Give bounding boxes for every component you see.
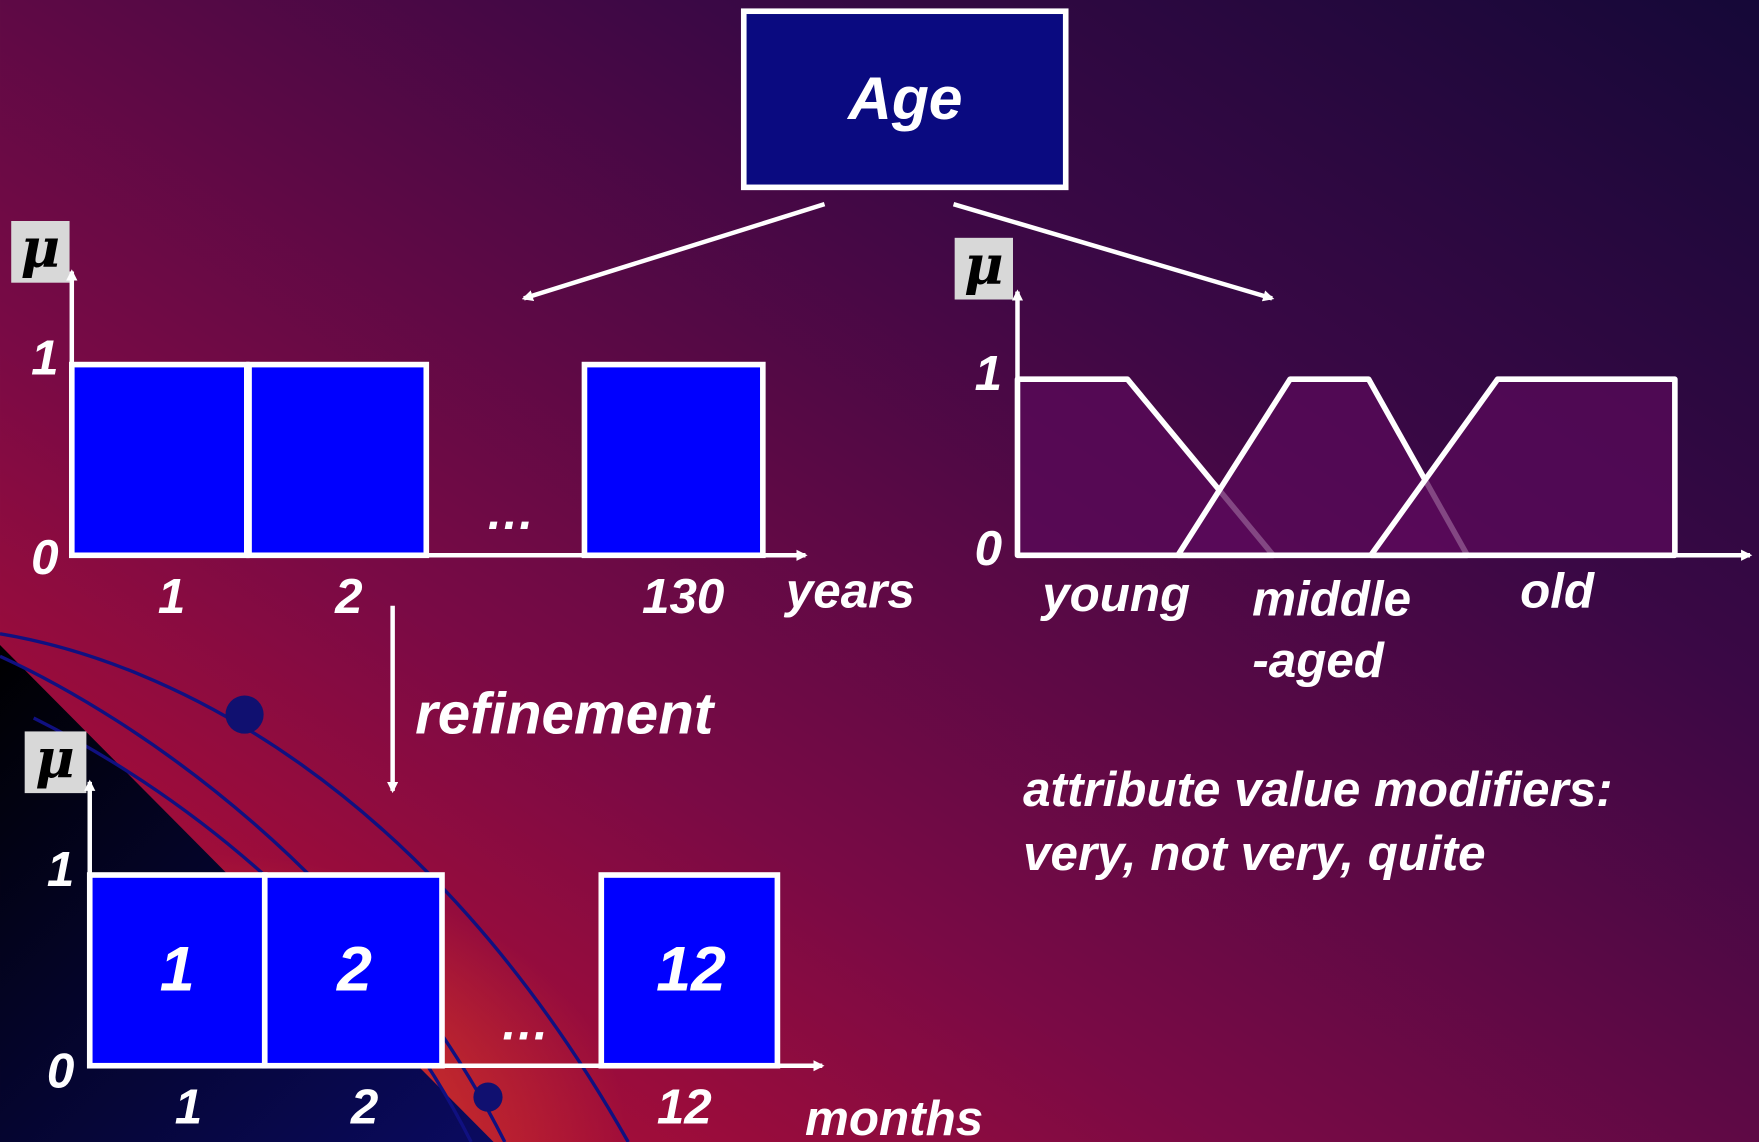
decor-dot bbox=[473, 1083, 502, 1112]
decor-dot bbox=[225, 696, 263, 734]
set-label: old bbox=[1520, 564, 1595, 619]
y-tick-label: 0 bbox=[47, 1044, 74, 1099]
modifiers-text: attribute value modifiers: bbox=[1023, 762, 1612, 817]
root-title: Age bbox=[846, 64, 962, 132]
x-tick-label: 2 bbox=[334, 569, 362, 624]
slide: Age μ 1 0 … 1 2 130 years refinement μ 1… bbox=[0, 0, 1759, 1142]
bar-label: 1 bbox=[160, 934, 195, 1004]
refinement-label: refinement bbox=[415, 681, 716, 746]
ellipsis: … bbox=[486, 485, 535, 540]
x-tick-label: 1 bbox=[175, 1080, 202, 1135]
set-label: -aged bbox=[1252, 633, 1384, 688]
bar-label: 2 bbox=[336, 934, 372, 1004]
x-tick-label: 1 bbox=[158, 569, 185, 624]
y-tick-label: 0 bbox=[975, 521, 1002, 576]
x-tick-label: 12 bbox=[657, 1080, 712, 1135]
y-tick-label: 1 bbox=[47, 842, 74, 897]
x-unit: months bbox=[805, 1091, 983, 1142]
crisp-bar bbox=[72, 365, 247, 556]
y-label: μ bbox=[21, 216, 60, 280]
ellipsis: … bbox=[500, 995, 549, 1050]
set-label: young bbox=[1039, 567, 1190, 622]
set-label: middle bbox=[1252, 571, 1411, 626]
crisp-bar bbox=[584, 365, 762, 556]
x-tick-label: 2 bbox=[350, 1080, 378, 1135]
y-tick-label: 1 bbox=[31, 330, 58, 385]
crisp-bar bbox=[249, 365, 426, 556]
x-unit: years bbox=[783, 564, 915, 619]
page: {"root": {"title": "Age"}, "years_chart"… bbox=[0, 0, 1759, 1142]
y-label: μ bbox=[35, 726, 74, 790]
y-tick-label: 0 bbox=[31, 530, 58, 585]
modifiers-text: very, not very, quite bbox=[1023, 826, 1486, 881]
y-label: μ bbox=[964, 232, 1003, 296]
bar-label: 12 bbox=[656, 934, 726, 1004]
x-tick-label: 130 bbox=[642, 569, 724, 624]
y-tick-label: 1 bbox=[975, 346, 1002, 401]
